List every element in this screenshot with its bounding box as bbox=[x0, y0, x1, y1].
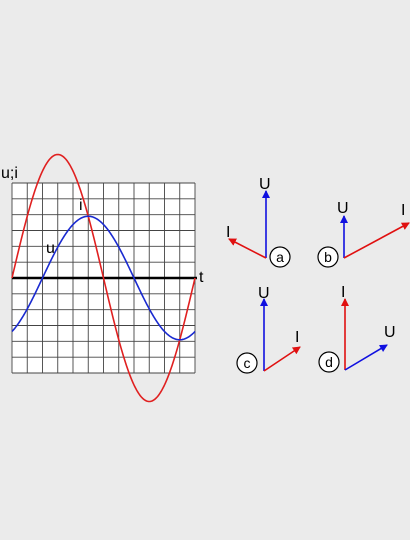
option-d[interactable]: I U d bbox=[318, 284, 396, 373]
i-vector-label: I bbox=[295, 329, 299, 346]
option-a-badge bbox=[269, 246, 291, 268]
option-c-letter: c bbox=[244, 355, 251, 371]
curve-label-u: u bbox=[46, 240, 55, 257]
t-axis-label: t bbox=[199, 269, 204, 286]
option-c-badge bbox=[236, 352, 258, 374]
i-vector-arrow bbox=[343, 222, 410, 259]
option-b-letter: b bbox=[324, 249, 332, 265]
option-b-badge bbox=[317, 246, 339, 268]
option-c[interactable]: U I c bbox=[236, 285, 301, 374]
ui-graph: u;i t i u bbox=[1, 153, 204, 403]
i-vector-label: I bbox=[226, 224, 230, 241]
option-b[interactable]: U I b bbox=[317, 200, 410, 268]
i-vector-label: I bbox=[341, 284, 345, 301]
u-vector-label: U bbox=[258, 285, 270, 302]
option-a-letter: a bbox=[276, 249, 284, 265]
u-vector-label: U bbox=[337, 200, 349, 217]
i-vector-label: I bbox=[401, 202, 405, 219]
u-vector-label: U bbox=[259, 176, 271, 193]
i-vector-arrow bbox=[263, 346, 301, 372]
current-curve-i bbox=[11, 153, 196, 403]
option-a[interactable]: U I a bbox=[226, 176, 291, 268]
option-d-letter: d bbox=[325, 354, 333, 370]
voltage-curve-u bbox=[11, 215, 196, 341]
i-vector-arrow bbox=[228, 238, 267, 259]
u-vector-arrow bbox=[344, 344, 388, 371]
u-vector-label: U bbox=[384, 324, 396, 341]
curve-label-i: i bbox=[79, 197, 83, 214]
option-d-badge bbox=[318, 351, 340, 373]
y-axis-label: u;i bbox=[1, 165, 18, 182]
